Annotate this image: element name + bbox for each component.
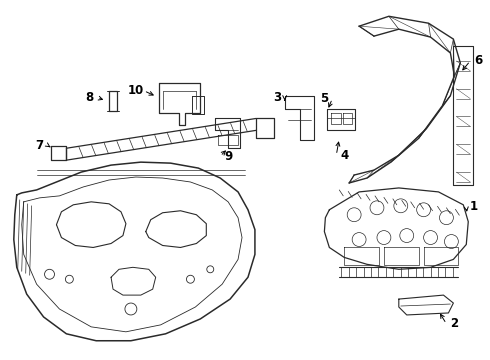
Text: 7: 7 xyxy=(36,139,44,152)
Text: 9: 9 xyxy=(224,150,232,163)
Text: 5: 5 xyxy=(320,92,328,105)
Text: 3: 3 xyxy=(273,91,281,104)
Text: 6: 6 xyxy=(474,54,482,67)
Text: 8: 8 xyxy=(85,91,93,104)
Text: 1: 1 xyxy=(470,200,478,213)
Text: 10: 10 xyxy=(128,84,144,97)
Text: 4: 4 xyxy=(340,149,348,162)
Text: 2: 2 xyxy=(450,318,459,330)
